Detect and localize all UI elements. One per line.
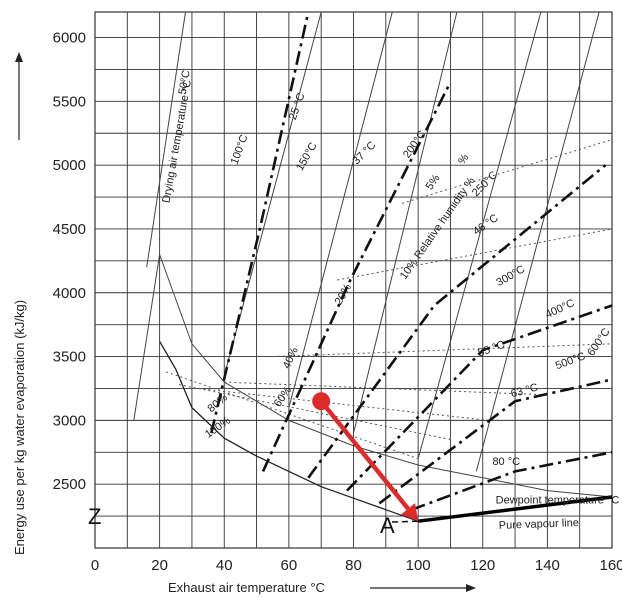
chart-annotation: 150°C bbox=[294, 140, 320, 173]
chart-annotation: 25 °C bbox=[287, 91, 308, 121]
relative-humidity-line bbox=[401, 139, 613, 204]
chart-annotation: 10% Relative humidity % bbox=[398, 175, 478, 282]
axis-break-symbol: Z bbox=[88, 504, 101, 529]
chart-annotation: 400°C bbox=[544, 297, 577, 321]
chart-annotation: Pure vapour line bbox=[499, 517, 579, 532]
drying-temperature-line bbox=[133, 254, 613, 498]
y-axis-title: Energy use per kg water evaporation (kJ/… bbox=[12, 300, 27, 555]
drying-temperature-line bbox=[353, 11, 458, 434]
x-tick-label: 0 bbox=[91, 557, 99, 574]
y-tick-label: 4000 bbox=[53, 285, 86, 302]
y-tick-label: 6000 bbox=[53, 30, 86, 47]
highlight bbox=[312, 392, 419, 522]
pure-vapour-line bbox=[417, 495, 613, 523]
x-tick-label: 20 bbox=[151, 557, 168, 574]
chart-annotation: 46 °C bbox=[471, 212, 501, 238]
chart-annotation: 100% bbox=[203, 415, 233, 441]
dewpoint-line bbox=[261, 81, 452, 472]
relative-humidity-line bbox=[337, 228, 613, 281]
relative-humidity-line bbox=[198, 388, 490, 421]
chart-annotation: 100°C bbox=[229, 133, 251, 166]
highlight-arrow-shaft bbox=[319, 399, 410, 511]
chart-annotation: 600°C bbox=[585, 326, 612, 358]
chart-annotation: 37 °C bbox=[350, 139, 378, 167]
chart-annotation: Dewpoint temperature °C bbox=[496, 494, 620, 506]
x-tick-label: 100 bbox=[406, 557, 431, 574]
drying-temperature-line bbox=[146, 11, 186, 268]
chart-annotation: 80% bbox=[206, 392, 231, 415]
x-tick-label: 140 bbox=[535, 557, 560, 574]
drying-temperature-line bbox=[417, 11, 542, 459]
drying-temperature-line bbox=[475, 11, 600, 472]
chart-annotation: 500°C bbox=[554, 350, 587, 372]
x-tick-label: 60 bbox=[281, 557, 298, 574]
curves bbox=[133, 11, 613, 523]
dewpoint-line bbox=[307, 164, 607, 479]
y-tick-label: 3000 bbox=[53, 412, 86, 429]
chart-annotation: 5% bbox=[424, 172, 443, 192]
chart-annotation: % bbox=[456, 152, 472, 167]
x-tick-label: 160 bbox=[599, 557, 622, 574]
point-a-leader bbox=[391, 520, 419, 523]
x-tick-label: 120 bbox=[470, 557, 495, 574]
chart-annotation: 50°C bbox=[177, 69, 193, 95]
drying-temperature-line bbox=[288, 11, 393, 408]
dewpoint-line bbox=[411, 451, 613, 511]
y-axis-arrow bbox=[15, 52, 23, 140]
x-tick-label: 40 bbox=[216, 557, 233, 574]
chart-annotation: 80 °C bbox=[492, 456, 520, 468]
dewpoint-curve bbox=[159, 340, 419, 522]
y-tick-label: 3500 bbox=[53, 349, 86, 366]
dewpoint-line bbox=[378, 378, 613, 505]
y-tick-label: 5000 bbox=[53, 157, 86, 174]
dewpoint-line bbox=[210, 11, 310, 434]
relative-humidity-line bbox=[224, 381, 548, 396]
y-tick-label: 5500 bbox=[53, 93, 86, 110]
relative-humidity-line bbox=[165, 371, 419, 460]
x-tick-label: 80 bbox=[345, 557, 362, 574]
highlight-marker bbox=[312, 392, 331, 411]
y-tick-label: 4500 bbox=[53, 221, 86, 238]
dewpoint-line bbox=[346, 304, 613, 492]
chart-annotation: 20% bbox=[333, 282, 355, 307]
relative-humidity-line bbox=[272, 343, 613, 358]
x-axis-title: Exhaust air temperature °C bbox=[168, 580, 325, 595]
highlight-arrow-head bbox=[401, 503, 419, 522]
chart-annotation: 300°C bbox=[494, 263, 527, 289]
y-tick-label: 2500 bbox=[53, 476, 86, 493]
point-a-label: A bbox=[380, 513, 395, 538]
chart-annotation: 40% bbox=[281, 345, 301, 370]
tick-labels: 0 20 40 60 80 100 120 140 160 2500 3000 3500 4000 450… bbox=[53, 30, 622, 574]
x-axis-arrow bbox=[370, 584, 476, 592]
chart-annotation: 60% bbox=[272, 384, 295, 409]
